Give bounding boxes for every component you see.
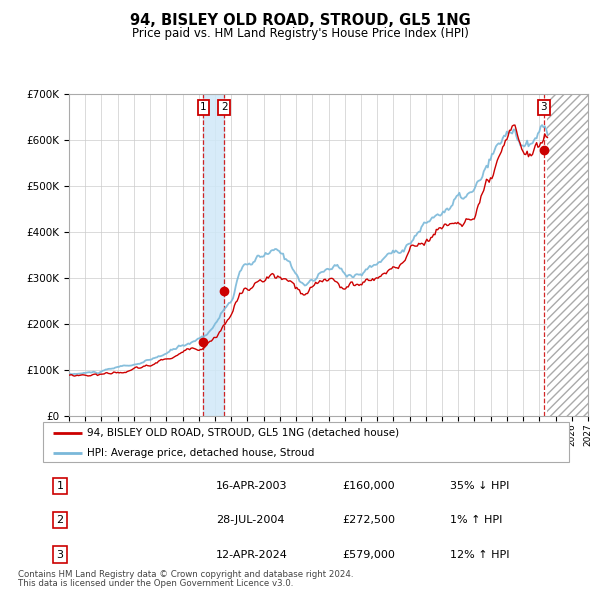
Text: HPI: Average price, detached house, Stroud: HPI: Average price, detached house, Stro… (87, 448, 314, 457)
Text: 35% ↓ HPI: 35% ↓ HPI (450, 481, 509, 491)
Text: 2: 2 (56, 516, 64, 525)
Text: This data is licensed under the Open Government Licence v3.0.: This data is licensed under the Open Gov… (18, 579, 293, 588)
Text: £160,000: £160,000 (342, 481, 395, 491)
Text: 2: 2 (221, 103, 227, 113)
Text: 28-JUL-2004: 28-JUL-2004 (216, 516, 284, 525)
Bar (547, 94, 588, 416)
Text: 94, BISLEY OLD ROAD, STROUD, GL5 1NG: 94, BISLEY OLD ROAD, STROUD, GL5 1NG (130, 13, 470, 28)
Text: 3: 3 (541, 103, 547, 113)
Text: 94, BISLEY OLD ROAD, STROUD, GL5 1NG (detached house): 94, BISLEY OLD ROAD, STROUD, GL5 1NG (de… (87, 428, 399, 438)
Text: £272,500: £272,500 (342, 516, 395, 525)
Text: 1% ↑ HPI: 1% ↑ HPI (450, 516, 502, 525)
Text: 12% ↑ HPI: 12% ↑ HPI (450, 550, 509, 559)
Text: Contains HM Land Registry data © Crown copyright and database right 2024.: Contains HM Land Registry data © Crown c… (18, 570, 353, 579)
Text: 1: 1 (200, 103, 207, 113)
Text: £579,000: £579,000 (342, 550, 395, 559)
FancyBboxPatch shape (43, 421, 569, 463)
Text: 1: 1 (56, 481, 64, 491)
Text: 12-APR-2024: 12-APR-2024 (216, 550, 288, 559)
Text: 3: 3 (56, 550, 64, 559)
Bar (203, 94, 224, 416)
Text: Price paid vs. HM Land Registry's House Price Index (HPI): Price paid vs. HM Land Registry's House … (131, 27, 469, 40)
Text: 16-APR-2003: 16-APR-2003 (216, 481, 287, 491)
